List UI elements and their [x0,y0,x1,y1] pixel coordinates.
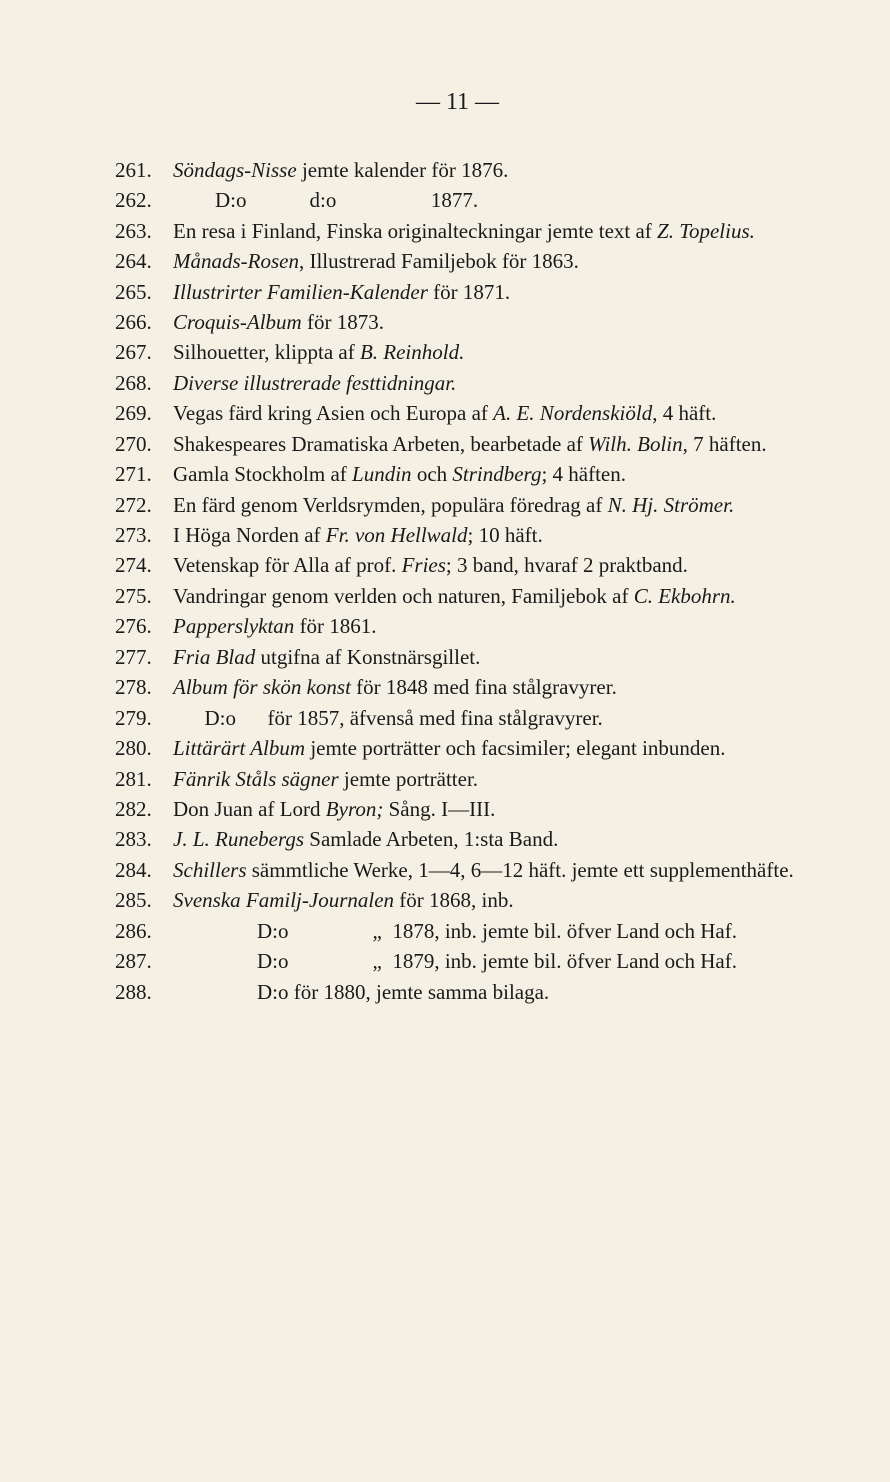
entry-text: Gamla Stockholm af Lundin och Strindberg… [173,459,800,489]
catalog-entry: 268.Diverse illustrerade festtidningar. [115,368,800,398]
entry-number: 287. [115,946,173,976]
entry-text: Littärärt Album jemte porträtter och fac… [173,733,800,763]
entry-number: 264. [115,246,173,276]
catalog-entry: 277.Fria Blad utgifna af Konstnärsgillet… [115,642,800,672]
catalog-entry: 261.Söndags-Nisse jemte kalender för 187… [115,155,800,185]
entry-text: Schillers sämmtliche Werke, 1—4, 6—12 hä… [173,855,800,885]
entry-text: D:o för 1880, jemte samma bilaga. [173,977,800,1007]
entry-text: Fria Blad utgifna af Konstnärsgillet. [173,642,800,672]
entry-number: 272. [115,490,173,520]
entry-number: 286. [115,916,173,946]
catalog-entry: 265.Illustrirter Familien-Kalender för 1… [115,277,800,307]
catalog-entry: 280.Littärärt Album jemte porträtter och… [115,733,800,763]
entry-number: 271. [115,459,173,489]
catalog-entry: 282.Don Juan af Lord Byron; Sång. I—III. [115,794,800,824]
entry-text: Vegas färd kring Asien och Europa af A. … [173,398,800,428]
entry-number: 265. [115,277,173,307]
catalog-entry: 270.Shakespeares Dramatiska Arbeten, bea… [115,429,800,459]
catalog-entry: 264.Månads-Rosen, Illustrerad Familjebok… [115,246,800,276]
entry-number: 261. [115,155,173,185]
entry-text: I Höga Norden af Fr. von Hellwald; 10 hä… [173,520,800,550]
entry-text: Papperslyktan för 1861. [173,611,800,641]
catalog-entry: 269.Vegas färd kring Asien och Europa af… [115,398,800,428]
entry-number: 279. [115,703,173,733]
entry-number: 280. [115,733,173,763]
entry-number: 276. [115,611,173,641]
entry-number: 283. [115,824,173,854]
entry-text: D:o „ 1879, inb. jemte bil. öfver Land o… [173,946,800,976]
entry-text: Fänrik Ståls sägner jemte porträtter. [173,764,800,794]
entry-number: 285. [115,885,173,915]
catalog-entry: 286. D:o „ 1878, inb. jemte bil. öfver L… [115,916,800,946]
catalog-entry: 276.Papperslyktan för 1861. [115,611,800,641]
catalog-entry: 279. D:o för 1857, äfvenså med fina stål… [115,703,800,733]
entry-text: J. L. Runebergs Samlade Arbeten, 1:sta B… [173,824,800,854]
page-content: — 11 — 261.Söndags-Nisse jemte kalender … [0,0,890,1067]
entry-number: 281. [115,764,173,794]
catalog-entry: 262. D:o d:o 1877. [115,185,800,215]
entry-number: 269. [115,398,173,428]
entry-text: Vetenskap för Alla af prof. Fries; 3 ban… [173,550,800,580]
catalog-entry: 271.Gamla Stockholm af Lundin och Strind… [115,459,800,489]
entry-number: 267. [115,337,173,367]
entry-text: En resa i Finland, Finska originalteckni… [173,216,800,246]
entry-number: 274. [115,550,173,580]
catalog-entry: 267.Silhouetter, klippta af B. Reinhold. [115,337,800,367]
entry-number: 277. [115,642,173,672]
catalog-entry: 284.Schillers sämmtliche Werke, 1—4, 6—1… [115,855,800,885]
entry-text: Vandringar genom verlden och naturen, Fa… [173,581,800,611]
entry-number: 275. [115,581,173,611]
catalog-entry: 283.J. L. Runebergs Samlade Arbeten, 1:s… [115,824,800,854]
entry-text: Illustrirter Familien-Kalender för 1871. [173,277,800,307]
entry-text: D:o för 1857, äfvenså med fina stålgravy… [173,703,800,733]
entry-number: 266. [115,307,173,337]
catalog-entry: 288. D:o för 1880, jemte samma bilaga. [115,977,800,1007]
entry-number: 270. [115,429,173,459]
entry-number: 273. [115,520,173,550]
catalog-entry: 285.Svenska Familj-Journalen för 1868, i… [115,885,800,915]
catalog-entry: 278.Album för skön konst för 1848 med fi… [115,672,800,702]
entry-text: Söndags-Nisse jemte kalender för 1876. [173,155,800,185]
entry-text: Svenska Familj-Journalen för 1868, inb. [173,885,800,915]
entry-text: Album för skön konst för 1848 med fina s… [173,672,800,702]
entry-text: En färd genom Verldsrymden, populära för… [173,490,800,520]
entry-text: Don Juan af Lord Byron; Sång. I—III. [173,794,800,824]
entry-number: 268. [115,368,173,398]
entries-list: 261.Söndags-Nisse jemte kalender för 187… [115,155,800,1007]
entry-number: 282. [115,794,173,824]
catalog-entry: 263.En resa i Finland, Finska originalte… [115,216,800,246]
entry-text: Silhouetter, klippta af B. Reinhold. [173,337,800,367]
entry-number: 262. [115,185,173,215]
entry-text: D:o „ 1878, inb. jemte bil. öfver Land o… [173,916,800,946]
catalog-entry: 281.Fänrik Ståls sägner jemte porträtter… [115,764,800,794]
catalog-entry: 273.I Höga Norden af Fr. von Hellwald; 1… [115,520,800,550]
catalog-entry: 275.Vandringar genom verlden och naturen… [115,581,800,611]
entry-text: Månads-Rosen, Illustrerad Familjebok för… [173,246,800,276]
entry-number: 263. [115,216,173,246]
catalog-entry: 266.Croquis-Album för 1873. [115,307,800,337]
entry-text: D:o d:o 1877. [173,185,800,215]
page-number: — 11 — [115,85,800,120]
catalog-entry: 287. D:o „ 1879, inb. jemte bil. öfver L… [115,946,800,976]
entry-number: 284. [115,855,173,885]
entry-text: Shakespeares Dramatiska Arbeten, bearbet… [173,429,800,459]
entry-number: 278. [115,672,173,702]
entry-number: 288. [115,977,173,1007]
entry-text: Croquis-Album för 1873. [173,307,800,337]
catalog-entry: 274.Vetenskap för Alla af prof. Fries; 3… [115,550,800,580]
entry-text: Diverse illustrerade festtidningar. [173,368,800,398]
catalog-entry: 272.En färd genom Verldsrymden, populära… [115,490,800,520]
